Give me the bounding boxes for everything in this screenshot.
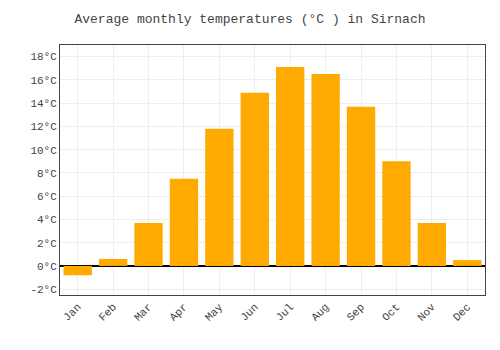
svg-text:Feb: Feb [97,301,119,323]
svg-text:14°C: 14°C [30,98,57,110]
svg-text:Aug: Aug [309,301,331,323]
svg-text:10°C: 10°C [30,145,57,157]
svg-text:Jul: Jul [274,301,296,323]
svg-text:Average monthly temperatures (: Average monthly temperatures (°C ) in Si… [74,12,425,27]
svg-text:Jan: Jan [61,301,83,323]
svg-text:Dec: Dec [451,301,473,323]
svg-text:Sep: Sep [345,301,367,323]
svg-text:6°C: 6°C [37,191,57,203]
svg-text:Jun: Jun [238,301,260,323]
svg-text:4°C: 4°C [37,214,57,226]
svg-text:18°C: 18°C [30,51,57,63]
svg-text:0°C: 0°C [37,261,57,273]
svg-text:May: May [203,301,226,324]
svg-text:Oct: Oct [380,301,402,323]
svg-text:12°C: 12°C [30,121,57,133]
svg-text:Mar: Mar [132,301,154,323]
svg-text:-2°C: -2°C [30,284,57,296]
svg-text:2°C: 2°C [37,238,57,250]
svg-text:8°C: 8°C [37,168,57,180]
svg-text:16°C: 16°C [30,75,57,87]
svg-text:Nov: Nov [415,301,438,324]
svg-text:Apr: Apr [167,301,189,323]
